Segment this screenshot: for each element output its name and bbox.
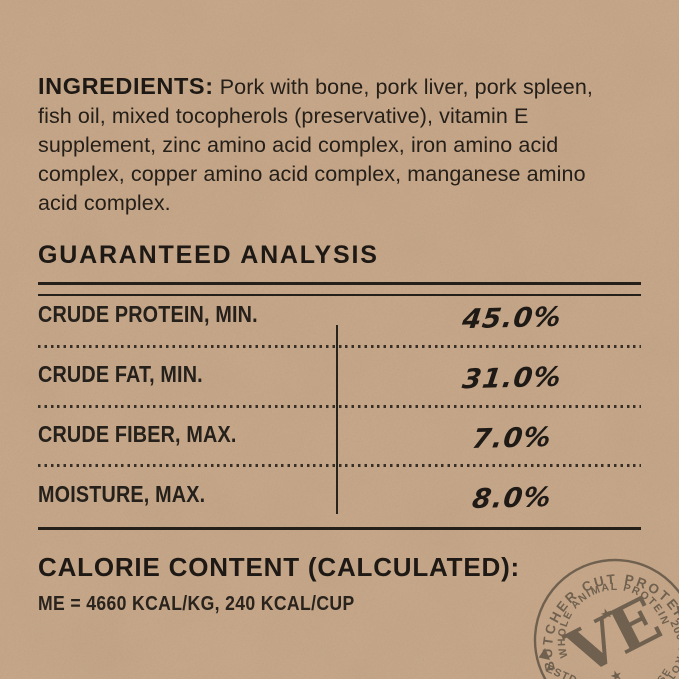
stamp-year-text: 2005 xyxy=(667,619,679,650)
dotted-row-divider xyxy=(38,464,641,467)
ga-row-label-crude-fiber: CRUDE FIBER, MAX. xyxy=(38,421,237,447)
ga-row-value-crude-fat: 31.0% xyxy=(460,361,564,396)
ingredients-heading: INGREDIENTS: xyxy=(38,72,214,99)
ingredients-paragraph: INGREDIENTS: Pork with bone, pork liver,… xyxy=(38,72,628,218)
ga-row-label-crude-fat: CRUDE FAT, MIN. xyxy=(38,361,203,387)
calorie-content-title: CALORIE CONTENT (CALCULATED): xyxy=(38,552,520,582)
dotted-row-divider xyxy=(38,345,641,348)
double-rule-divider xyxy=(38,282,641,296)
dotted-row-divider xyxy=(38,405,641,408)
ga-row-value-crude-protein: 45.0% xyxy=(460,301,564,336)
guaranteed-analysis-title: GUARANTEED ANALYSIS xyxy=(38,241,379,269)
table-vertical-divider xyxy=(336,325,338,514)
ga-row-label-crude-protein: CRUDE PROTEIN, MIN. xyxy=(38,301,258,327)
ga-row-label-moisture: MOISTURE, MAX. xyxy=(38,481,206,507)
ga-row-value-crude-fiber: 7.0% xyxy=(470,421,554,456)
butcher-cut-protein-stamp: BUTCHER CUT PROTEIN WHOLE ANIMAL PROTEIN… xyxy=(520,551,679,679)
calorie-content-detail: ME = 4660 KCAL/KG, 240 KCAL/CUP xyxy=(38,593,355,615)
